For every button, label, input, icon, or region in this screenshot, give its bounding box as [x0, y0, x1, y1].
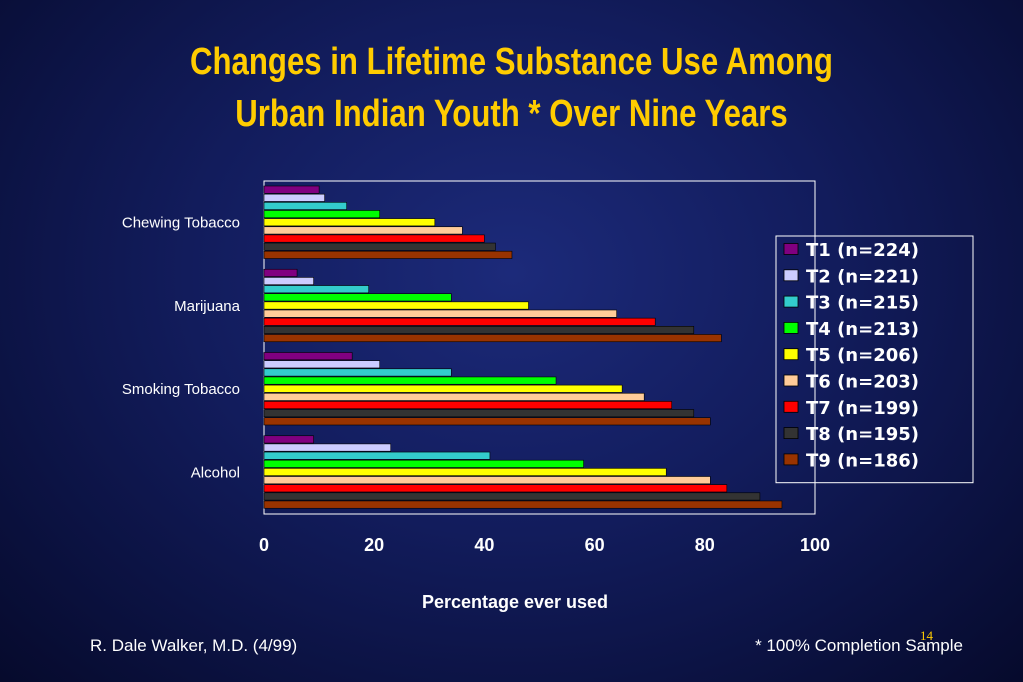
title-line-2: Urban Indian Youth * Over Nine Years — [235, 93, 788, 135]
bar-marijuana-t5 — [263, 301, 529, 310]
x-tick-label: 80 — [695, 535, 715, 555]
bar-alcohol-t9 — [263, 500, 783, 509]
x-tick-label: 100 — [800, 535, 830, 555]
bar-smoking-tobacco-t6 — [263, 392, 645, 401]
bar-marijuana-t1 — [263, 268, 298, 277]
bar-alcohol-t1 — [263, 435, 314, 444]
plot-frame — [263, 180, 816, 515]
plot-area: Chewing Tobacco Marijuana Smoking Tobacco A… — [122, 180, 830, 555]
legend-entry: T9 (n=186) — [806, 450, 919, 471]
legend-swatch — [783, 427, 799, 440]
bar-smoking-tobacco-t3 — [263, 368, 452, 377]
bar-alcohol-t4 — [263, 459, 584, 468]
legend-swatch — [783, 295, 799, 308]
bar-chewing-tobacco-t9 — [263, 250, 513, 259]
bar-marijuana-t6 — [263, 309, 617, 318]
bar-chewing-tobacco-t4 — [263, 210, 381, 219]
bar-marijuana-t7 — [263, 317, 656, 326]
x-tick-label: 60 — [585, 535, 605, 555]
legend-entry: T5 (n=206) — [806, 345, 919, 366]
bar-smoking-tobacco-t1 — [263, 352, 353, 361]
category-label: Chewing Tobacco — [122, 215, 240, 232]
legend-entry: T2 (n=221) — [806, 266, 919, 287]
x-axis-label: Percentage ever used — [421, 592, 609, 612]
bar-alcohol-t7 — [263, 484, 728, 493]
legend-entry: T8 (n=195) — [806, 424, 919, 445]
legend-box — [775, 235, 974, 484]
legend-entry: T7 (n=199) — [806, 398, 919, 419]
legend-entry: T4 (n=213) — [806, 319, 919, 340]
legend-swatch — [783, 348, 799, 361]
bar-smoking-tobacco-t5 — [263, 384, 623, 393]
bar-smoking-tobacco-t9 — [263, 417, 711, 426]
bar-smoking-tobacco-t4 — [263, 376, 557, 385]
bar-chewing-tobacco-t5 — [263, 218, 436, 227]
bar-marijuana-t3 — [263, 285, 369, 294]
legend-entry: T1 (n=224) — [806, 240, 919, 261]
slide-title: Changes in Lifetime Substance Use Among … — [92, 36, 931, 140]
bar-marijuana-t4 — [263, 293, 452, 302]
legend-swatch — [783, 243, 799, 255]
legend-swatch — [783, 321, 799, 334]
legend-entry: T6 (n=203) — [806, 372, 919, 393]
bar-marijuana-t2 — [263, 277, 314, 285]
bar-marijuana-t9 — [263, 334, 722, 343]
bar-chewing-tobacco-t6 — [263, 226, 463, 235]
legend-entry: T3 (n=215) — [806, 293, 919, 314]
author-credit: R. Dale Walker, M.D. (4/99) — [90, 636, 298, 655]
bar-chewing-tobacco-t1 — [263, 185, 320, 194]
bar-smoking-tobacco-t8 — [263, 409, 695, 418]
sample-note: * 100% Completion Sample — [755, 636, 963, 655]
x-tick-label: 20 — [364, 535, 384, 555]
bar-chewing-tobacco-t7 — [263, 234, 485, 243]
bar-marijuana-t8 — [263, 325, 695, 334]
legend-swatch — [783, 453, 799, 466]
category-label: Marijuana — [174, 298, 241, 315]
bar-alcohol-t2 — [263, 443, 392, 452]
bar-chewing-tobacco-t3 — [263, 202, 347, 210]
legend-swatch — [783, 374, 799, 387]
title-line-1: Changes in Lifetime Substance Use Among — [190, 41, 833, 83]
bar-smoking-tobacco-t7 — [263, 401, 673, 409]
legend-swatch — [783, 269, 799, 282]
legend-swatch — [783, 400, 799, 413]
bar-chewing-tobacco-t2 — [263, 193, 325, 202]
bar-smoking-tobacco-t2 — [263, 360, 381, 369]
legend: T1 (n=224) T2 (n=221) T3 (n=215) T4 (n=213)… — [775, 235, 974, 484]
page-number: 14 — [920, 628, 933, 643]
x-tick-label: 40 — [474, 535, 494, 555]
category-label: Alcohol — [191, 464, 240, 481]
bar-chewing-tobacco-t8 — [263, 242, 496, 251]
bar-alcohol-t3 — [263, 451, 491, 460]
category-label: Smoking Tobacco — [122, 381, 240, 398]
bar-alcohol-t8 — [263, 492, 761, 501]
bar-alcohol-t5 — [263, 468, 667, 476]
x-tick-label: 0 — [259, 535, 269, 555]
bar-alcohol-t6 — [263, 476, 711, 485]
